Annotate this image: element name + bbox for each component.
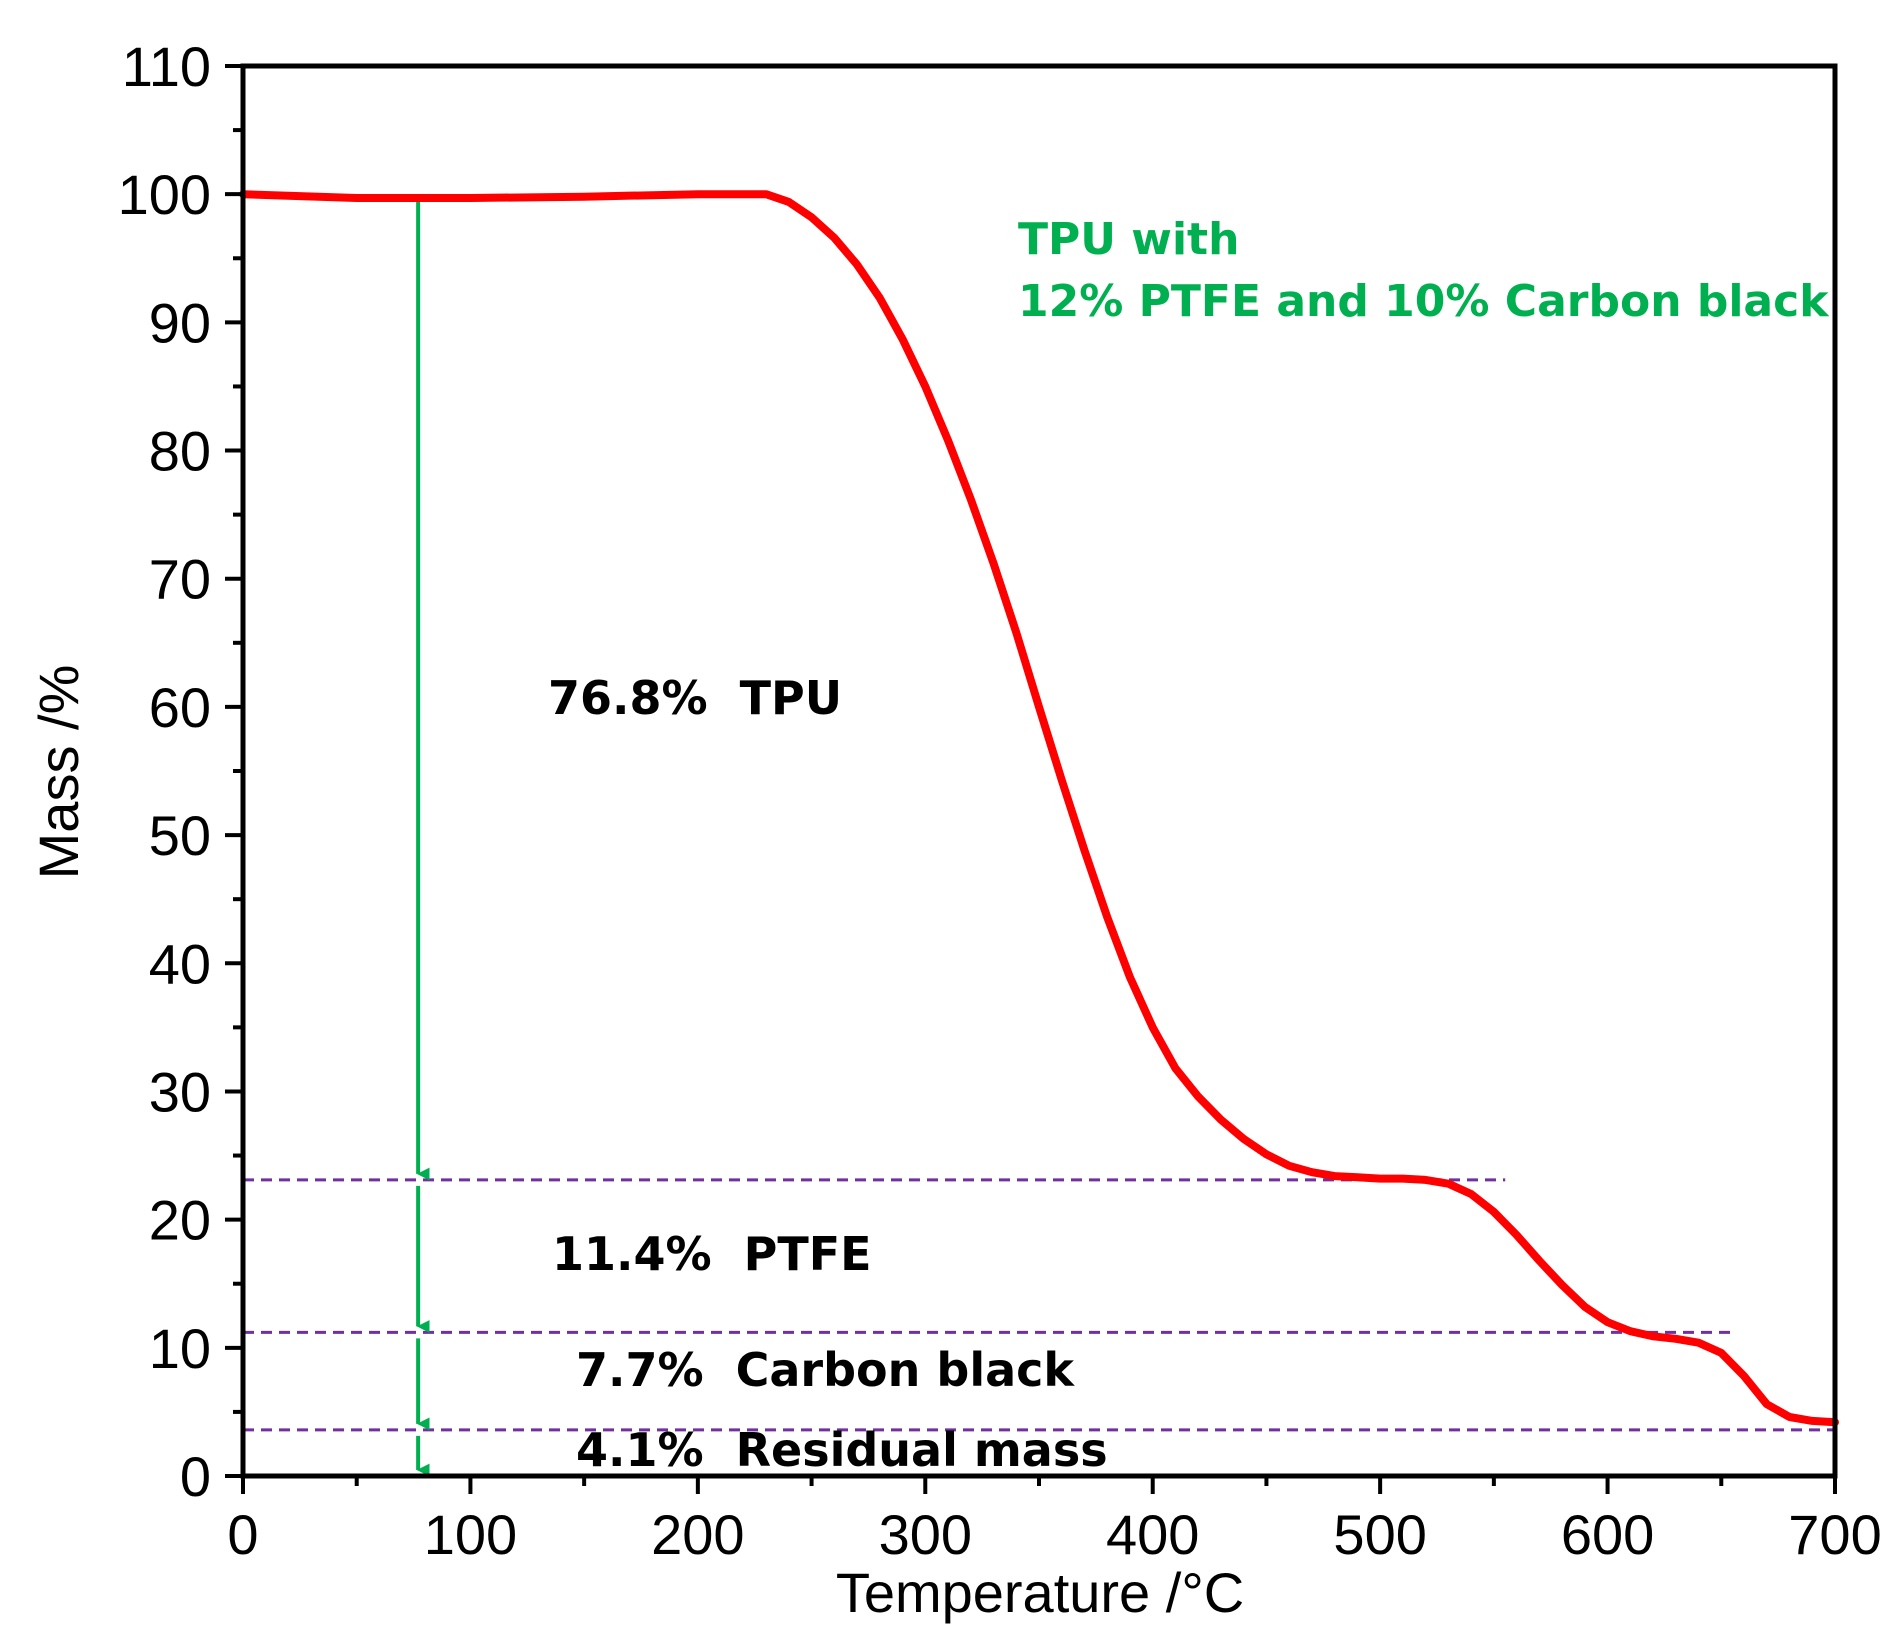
tpu-label: 76.8% TPU: [548, 671, 842, 725]
y-tick-label-40: 40: [149, 932, 211, 995]
y-tick-label-0: 0: [180, 1445, 211, 1508]
x-tick-label-0: 0: [227, 1503, 258, 1566]
x-tick-label-200: 200: [651, 1503, 744, 1566]
x-axis: 0 100 200 300 400 500 600 700: [227, 1476, 1882, 1566]
y-tick-label-60: 60: [149, 676, 211, 739]
y-tick-label-10: 10: [149, 1317, 211, 1380]
ptfe-label: 11.4% PTFE: [552, 1227, 872, 1281]
x-tick-label-300: 300: [879, 1503, 972, 1566]
legend-line-2: 12% PTFE and 10% Carbon black: [1018, 276, 1830, 327]
series-line-1: [239, 190, 1839, 1427]
y-tick-label-70: 70: [149, 548, 211, 611]
y-tick-label-30: 30: [149, 1060, 211, 1123]
x-axis-title: Temperature /°C: [836, 1561, 1244, 1624]
y-tick-label-20: 20: [149, 1189, 211, 1252]
legend-line-1: TPU with: [1018, 214, 1239, 265]
y-tick-label-80: 80: [149, 420, 211, 483]
y-axis-title: Mass /%: [27, 665, 90, 880]
series-group: [239, 190, 1839, 1427]
x-tick-label-600: 600: [1561, 1503, 1654, 1566]
reference-lines: [243, 1178, 1835, 1432]
y-tick-label-100: 100: [118, 163, 211, 226]
carbon-black-label: 7.7% Carbon black: [576, 1343, 1075, 1397]
y-tick-label-110: 110: [122, 35, 211, 98]
x-tick-label-500: 500: [1333, 1503, 1426, 1566]
x-tick-label-100: 100: [424, 1503, 517, 1566]
y-tick-label-50: 50: [149, 804, 211, 867]
x-tick-label-400: 400: [1106, 1503, 1199, 1566]
residual-mass-label: 4.1% Residual mass: [576, 1423, 1108, 1477]
x-tick-label-700: 700: [1788, 1503, 1881, 1566]
y-axis: 0 10 20 30 40 50 60 70 80 90 100 110: [118, 35, 243, 1508]
y-tick-label-90: 90: [149, 291, 211, 354]
